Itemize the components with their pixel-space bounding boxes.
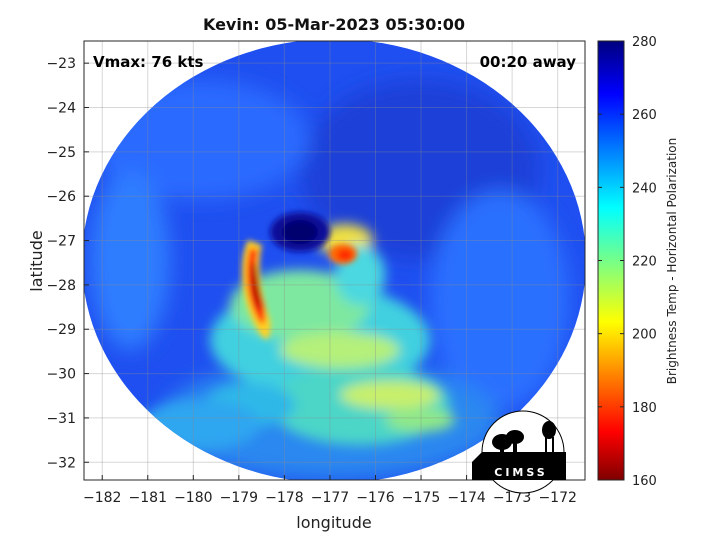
- x-tick-label: −178: [265, 490, 303, 506]
- vmax-label: Vmax: 76 kts: [93, 53, 203, 71]
- y-tick-label: −30: [46, 367, 76, 383]
- x-tick-label: −173: [493, 490, 531, 506]
- y-tick-labels: −23 −24 −25 −26 −27 −28 −29 −30 −31 −32: [46, 56, 89, 471]
- y-tick-label: −24: [46, 101, 76, 117]
- colorbar-tick-label: 260: [632, 108, 657, 123]
- swath-image: [84, 41, 585, 480]
- colorbar-tick-label: 220: [632, 255, 657, 270]
- x-tick-label: −180: [174, 490, 212, 506]
- colorbar: [597, 40, 625, 481]
- y-axis-label: latitude: [27, 230, 46, 291]
- cimss-logo: CIMSS: [472, 410, 566, 494]
- x-tick-labels: −182 −181 −180 −179 −178 −177 −176 −175 −174 −173…: [83, 475, 577, 506]
- plot-border: [83, 40, 586, 481]
- colorbar-label: Brightness Temp - Horizontal Polarizatio…: [665, 138, 679, 385]
- y-tick-label: −31: [46, 411, 76, 427]
- y-tick-label: −28: [46, 278, 76, 294]
- colorbar-tick-label: 160: [632, 474, 657, 489]
- x-tick-label: −179: [220, 490, 258, 506]
- y-tick-label: −27: [46, 234, 76, 250]
- chart-title: Kevin: 05-Mar-2023 05:30:00: [203, 15, 465, 34]
- x-tick-label: −177: [311, 490, 349, 506]
- colorbar-tick-label: 240: [632, 181, 657, 196]
- y-tick-label: −32: [46, 455, 76, 471]
- x-tick-label: −175: [402, 490, 440, 506]
- y-tick-label: −23: [46, 56, 76, 72]
- logo-text: CIMSS: [494, 466, 547, 479]
- x-tick-label: −172: [538, 490, 576, 506]
- colorbar-tick-labels: 160 180 200 220 240 260 280: [598, 35, 657, 489]
- colorbar-tick-label: 280: [632, 35, 657, 50]
- x-tick-label: −181: [129, 490, 167, 506]
- x-tick-label: −176: [356, 490, 395, 506]
- y-tick-label: −25: [46, 145, 76, 161]
- x-axis-label: longitude: [296, 513, 371, 532]
- y-tick-label: −29: [46, 322, 76, 338]
- x-tick-label: −174: [447, 490, 486, 506]
- colorbar-tick-label: 200: [632, 328, 657, 343]
- colorbar-tick-label: 180: [632, 401, 657, 416]
- time-away-label: 00:20 away: [480, 53, 577, 71]
- x-tick-label: −182: [83, 490, 121, 506]
- y-tick-label: −26: [46, 189, 76, 205]
- grid: [84, 41, 585, 480]
